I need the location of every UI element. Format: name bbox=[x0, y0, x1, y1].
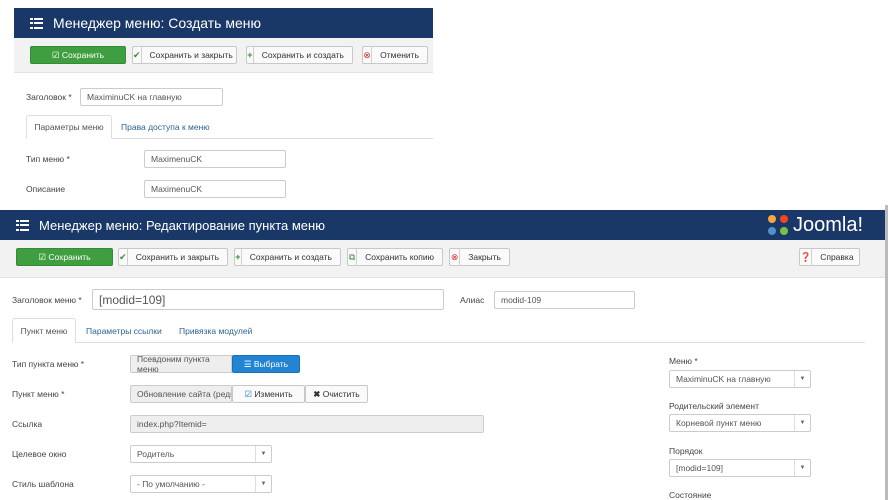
menu-type-label: Тип меню * bbox=[26, 154, 70, 164]
list-icon: ☰ bbox=[243, 358, 254, 369]
menu-item-label: Пункт меню * bbox=[12, 389, 65, 399]
close-button[interactable]: ⊗ Закрыть bbox=[449, 248, 510, 266]
page-title: Менеджер меню: Редактирование пункта мен… bbox=[39, 217, 325, 233]
cancel-icon: ⊗ bbox=[363, 47, 373, 63]
check-icon: ✔ bbox=[133, 47, 142, 63]
caret-down-icon: ▼ bbox=[255, 476, 271, 492]
description-label: Описание bbox=[26, 184, 66, 194]
save-new-button[interactable]: + Сохранить и создать bbox=[246, 46, 353, 64]
target-select[interactable]: Родитель ▼ bbox=[130, 445, 272, 463]
edit-button[interactable]: ☑ Изменить bbox=[232, 385, 305, 403]
tab-menu-item[interactable]: Пункт меню bbox=[12, 318, 76, 343]
menu-title-input[interactable]: [modid=109] bbox=[92, 289, 444, 310]
copy-icon: ⧉ bbox=[348, 249, 358, 265]
save-icon: ☑ bbox=[38, 251, 49, 262]
select-button[interactable]: ☰ Выбрать bbox=[232, 355, 300, 373]
joomla-logo-icon bbox=[767, 215, 788, 235]
save-button[interactable]: ☑ Сохранить bbox=[30, 46, 126, 64]
save-close-button[interactable]: ✔ Сохранить и закрыть bbox=[118, 248, 228, 266]
status-label: Состояние bbox=[669, 490, 712, 500]
title-input[interactable]: MaximinuCK на главную bbox=[80, 88, 223, 106]
order-select[interactable]: [modid=109] ▼ bbox=[669, 459, 811, 477]
edit-item-header: Менеджер меню: Редактирование пункта мен… bbox=[0, 210, 885, 240]
menu-select[interactable]: MaximinuCK на главную ▼ bbox=[669, 370, 811, 388]
menu-item-input: Обновление сайта (реди bbox=[130, 385, 232, 403]
caret-down-icon: ▼ bbox=[794, 460, 810, 476]
help-button[interactable]: ❓ Справка bbox=[799, 248, 860, 266]
menu-type-input[interactable]: MaximenuCK bbox=[144, 150, 286, 168]
item-type-label: Тип пункта меню * bbox=[12, 359, 85, 369]
joomla-logo: Joomla! bbox=[766, 213, 863, 237]
tab-menu-params[interactable]: Параметры меню bbox=[26, 115, 112, 139]
save-close-button[interactable]: ✔ Сохранить и закрыть bbox=[132, 46, 237, 64]
menu-list-icon bbox=[16, 219, 29, 231]
template-select[interactable]: - По умолчанию - ▼ bbox=[130, 475, 272, 493]
item-type-input: Псевдоним пункта меню bbox=[130, 354, 232, 374]
cancel-button[interactable]: ⊗ Отменить bbox=[362, 46, 428, 64]
description-input[interactable]: MaximenuCK bbox=[144, 180, 286, 198]
alias-input[interactable]: modid-109 bbox=[494, 291, 635, 309]
plus-icon: + bbox=[247, 47, 254, 63]
tabs-divider bbox=[12, 342, 865, 343]
scrollbar[interactable] bbox=[885, 205, 888, 500]
page-title: Менеджер меню: Создать меню bbox=[53, 15, 261, 31]
plus-icon: + bbox=[235, 249, 242, 265]
save-button[interactable]: ☑ Сохранить bbox=[16, 248, 113, 266]
tabs-divider bbox=[26, 138, 433, 139]
parent-select[interactable]: Корневой пункт меню ▼ bbox=[669, 414, 811, 432]
tab-access[interactable]: Права доступа к меню bbox=[121, 122, 210, 132]
save-new-button[interactable]: + Сохранить и создать bbox=[234, 248, 341, 266]
tab-module-assignment[interactable]: Привязка модулей bbox=[179, 326, 253, 336]
save-copy-button[interactable]: ⧉ Сохранить копию bbox=[347, 248, 443, 266]
target-label: Целевое окно bbox=[12, 449, 67, 459]
link-label: Ссылка bbox=[12, 419, 43, 429]
help-icon: ❓ bbox=[800, 249, 813, 265]
caret-down-icon: ▼ bbox=[255, 446, 271, 462]
title-label: Заголовок * bbox=[26, 92, 72, 102]
create-menu-header: Менеджер меню: Создать меню bbox=[14, 8, 433, 38]
tab-link-params[interactable]: Параметры ссылки bbox=[86, 326, 162, 336]
clear-icon: ✖ bbox=[313, 388, 323, 399]
alias-label: Алиас bbox=[460, 295, 485, 305]
order-label: Порядок bbox=[669, 446, 703, 456]
menu-title-label: Заголовок меню * bbox=[12, 295, 82, 305]
menu-list-icon bbox=[30, 17, 43, 29]
check-icon: ✔ bbox=[119, 249, 128, 265]
parent-label: Родительский элемент bbox=[669, 401, 759, 411]
edit-icon: ☑ bbox=[244, 388, 255, 399]
close-icon: ⊗ bbox=[450, 249, 461, 265]
caret-down-icon: ▼ bbox=[794, 415, 810, 431]
save-icon: ☑ bbox=[51, 49, 62, 60]
template-label: Стиль шаблона bbox=[12, 479, 74, 489]
clear-button[interactable]: ✖ Очистить bbox=[305, 385, 368, 403]
caret-down-icon: ▼ bbox=[794, 371, 810, 387]
menu-label: Меню * bbox=[669, 356, 698, 366]
link-input: index.php?Itemid= bbox=[130, 415, 484, 433]
